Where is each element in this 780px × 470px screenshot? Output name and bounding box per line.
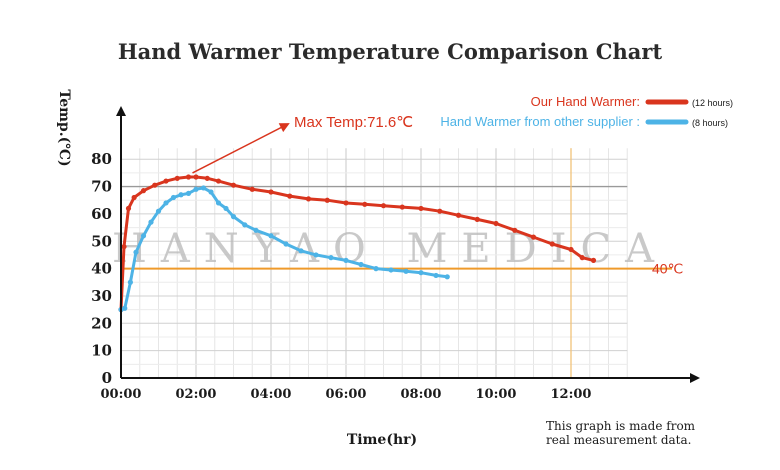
data-point-series-1 [185,190,192,196]
y-tick-label: 50 [91,232,112,250]
data-point-series-1 [178,192,184,198]
data-point-series-1 [200,185,207,191]
data-point-series-0 [568,246,574,253]
data-point-series-0 [193,174,199,180]
data-point-series-0 [185,174,192,180]
data-point-series-1 [127,279,133,285]
x-tick-label: 12:00 [551,387,592,402]
data-point-series-1 [208,189,214,195]
data-point-series-0 [380,203,387,209]
data-point-series-1 [242,222,248,228]
data-point-series-0 [324,197,330,203]
data-point-series-0 [204,175,210,181]
y-tick-label: 60 [91,205,112,223]
y-tick-label: 80 [91,150,112,168]
data-point-series-0 [230,182,237,188]
y-tick-label: 0 [102,369,112,387]
x-tick-label: 02:00 [176,387,217,402]
data-point-series-1 [140,233,147,239]
y-tick-label: 10 [91,342,112,360]
legend-label-our-hand-warmer: Our Hand Warmer: [531,94,640,109]
data-point-series-0 [362,201,368,207]
data-point-series-0 [437,208,443,214]
data-point-series-1 [223,205,229,212]
data-point-series-1 [163,200,169,206]
data-point-series-1 [268,233,274,239]
legend: Our Hand Warmer: (12 hours) Hand Warmer … [440,94,733,129]
data-point-series-0 [493,220,499,227]
data-point-series-0 [418,205,424,212]
note-line-2: real measurement data. [546,433,691,447]
data-point-series-0 [549,241,555,247]
data-point-series-0 [590,257,597,263]
data-point-series-0 [140,188,147,194]
data-point-series-1 [170,194,177,201]
data-point-series-1 [358,261,364,268]
x-tick-label: 08:00 [401,387,442,402]
data-point-series-1 [253,227,259,233]
legend-duration-our-hand-warmer: (12 hours) [692,98,733,108]
data-point-series-0 [287,193,293,199]
data-point-series-0 [455,212,462,218]
threshold-label: 40℃ [652,261,683,277]
note-line-1: This graph is made from [546,419,696,433]
x-axis-label: Time(hr) [347,432,417,448]
data-point-series-1 [193,186,199,192]
y-tick-label: 70 [91,178,112,196]
data-point-series-1 [433,272,439,279]
x-tick-label: 10:00 [476,387,517,402]
data-point-series-1 [155,208,162,214]
series-layer: Max Temp:71.6℃ [118,114,597,313]
data-point-series-0 [131,194,137,201]
legend-duration-other-supplier: (8 hours) [692,118,728,128]
data-point-series-1 [215,200,222,206]
watermark-text: HANYAO MEDICA [112,226,668,272]
max-temp-arrow [192,123,290,174]
watermark-layer: HANYAO MEDICA [112,226,668,272]
data-point-series-1 [298,248,304,254]
data-point-series-1 [148,219,154,225]
data-point-series-1 [313,252,319,258]
y-axis-label: Temp.(℃) [56,89,72,166]
data-point-series-0 [125,205,132,212]
data-point-series-0 [152,182,158,188]
max-temp-label: Max Temp:71.6℃ [294,114,413,131]
legend-label-other-supplier: Hand Warmer from other supplier : [440,114,640,129]
threshold-layer: 40℃ [121,261,683,277]
data-point-series-1 [418,270,424,276]
data-point-series-0 [249,186,255,192]
y-tick-label: 20 [91,314,112,332]
data-point-series-1 [230,214,237,220]
data-point-series-0 [399,204,405,210]
tick-labels: 0 10 20 30 40 50 60 70 80 00:00 02:00 04:00 06:00 08:… [91,150,591,402]
data-point-series-1 [444,274,450,280]
data-point-series-1 [343,257,349,263]
chart-title: Hand Warmer Temperature Comparison Chart [118,39,663,64]
data-point-series-0 [215,178,222,184]
data-point-series-1 [328,255,334,261]
data-point-series-1 [388,267,394,273]
data-point-series-1 [403,268,409,274]
data-point-series-0 [512,227,518,233]
data-point-series-0 [474,216,480,222]
data-point-series-0 [174,175,180,181]
data-point-series-1 [122,305,128,311]
y-tick-label: 40 [91,260,112,278]
axes [116,106,700,383]
y-tick-label: 30 [91,287,112,305]
data-point-series-0 [530,234,537,240]
data-point-series-1 [133,249,139,255]
data-point-series-1 [373,266,379,272]
x-tick-label: 06:00 [326,387,367,402]
data-point-series-0 [163,178,169,184]
data-point-series-0 [305,196,312,202]
x-tick-label: 00:00 [101,387,142,402]
data-point-series-0 [579,255,585,261]
data-point-series-0 [268,189,274,195]
data-point-series-0 [343,200,349,206]
data-point-series-1 [283,241,289,247]
x-tick-label: 04:00 [251,387,292,402]
data-point-series-0 [121,244,127,250]
